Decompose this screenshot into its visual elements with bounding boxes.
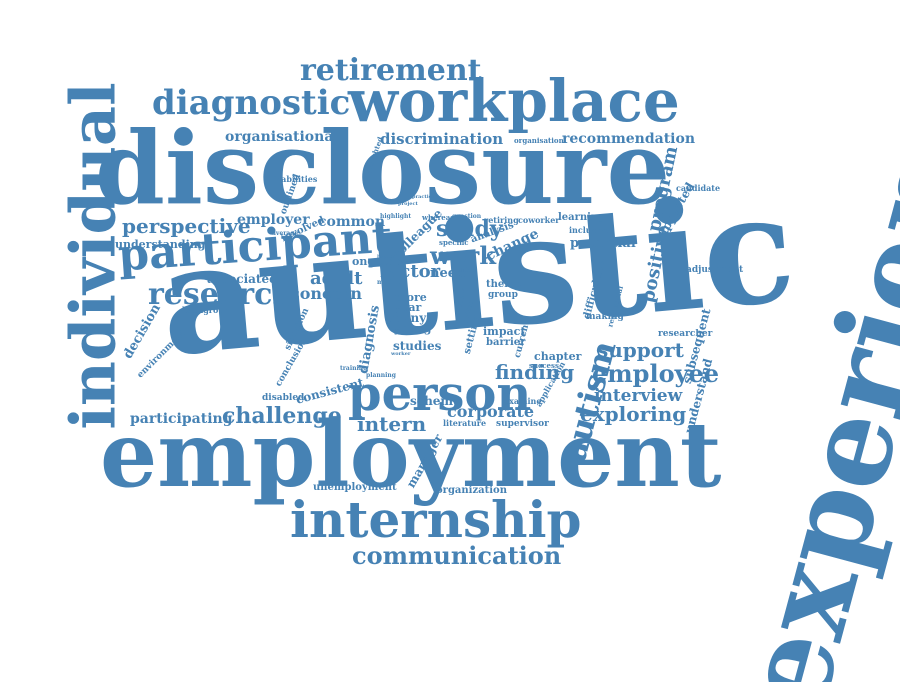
word-workplace: workplace xyxy=(348,67,680,135)
word-factor: factor xyxy=(380,261,441,282)
word-examine: examine xyxy=(504,396,542,406)
word-young: young xyxy=(394,322,432,335)
word-individual: individual xyxy=(56,82,130,430)
word-study: study xyxy=(436,216,503,242)
word-intern: intern xyxy=(357,412,427,436)
word-organisation: organisation xyxy=(514,136,564,145)
word-potential: potential xyxy=(570,236,636,251)
word-concern: concern xyxy=(290,284,363,303)
word-many: many xyxy=(390,311,427,325)
word-health: health xyxy=(377,254,395,260)
word-discrimination: discrimination xyxy=(380,130,504,148)
word-recommendation: recommendation xyxy=(562,131,696,147)
word-disabilities: disabilities xyxy=(268,174,318,184)
word-year: year xyxy=(395,301,422,314)
word-organisational: organisational xyxy=(225,129,339,145)
word-planning: planning xyxy=(366,372,396,379)
word-success: success xyxy=(529,361,559,370)
word-practice: practice xyxy=(412,194,435,200)
word-highlight: highlight xyxy=(380,213,412,220)
word-studies: studies xyxy=(393,339,442,353)
word-internship: internship xyxy=(290,490,582,549)
word-method: method xyxy=(377,279,403,286)
word-more: more xyxy=(395,291,427,304)
word-inclusive: inclusive xyxy=(569,225,609,235)
word-chapter: chapter xyxy=(534,350,582,363)
word-organization: organization xyxy=(436,485,507,496)
word-average: average xyxy=(272,230,299,237)
word-scheme: scheme xyxy=(410,394,461,408)
word-common: common xyxy=(318,214,386,230)
word-benefit: benefit xyxy=(398,259,418,265)
word-support: support xyxy=(597,338,684,362)
word-employment: employment xyxy=(100,402,722,508)
word-group: group xyxy=(488,290,518,300)
word-interview: interview xyxy=(594,386,683,406)
word-unemployment: unemployment xyxy=(313,482,397,493)
word-need: need xyxy=(430,266,466,281)
word-adult: adult xyxy=(310,268,363,289)
word-barrier: barrier xyxy=(486,337,526,348)
word-employer: employer xyxy=(237,212,310,228)
word-coworker: coworker xyxy=(518,215,560,225)
word-disabled: disabled xyxy=(262,393,305,403)
word-challenge: challenge xyxy=(222,403,342,429)
word-supervisor: supervisor xyxy=(496,419,549,429)
word-impact: impact xyxy=(483,325,526,338)
word-adjustment: adjustment xyxy=(686,265,744,275)
word-employee: employee xyxy=(592,359,720,388)
word-retirement: retirement xyxy=(300,53,482,88)
word-literature: literature xyxy=(443,418,487,428)
word-associated: associated xyxy=(207,272,278,286)
word-training: training xyxy=(340,365,368,372)
word-understanding: understanding xyxy=(115,238,206,251)
word-worker: worker xyxy=(391,351,411,357)
word-crisis: crisis xyxy=(458,267,477,274)
word-candidate: candidate xyxy=(676,183,721,193)
word-retiring: retiring xyxy=(484,215,519,225)
word-research: research xyxy=(148,277,295,312)
word-disclosure: disclosure xyxy=(95,109,671,227)
word-participating: participating xyxy=(130,411,233,427)
word-exploring: exploring xyxy=(580,402,687,426)
word-corporate: corporate xyxy=(447,402,535,421)
word-ongoing: ongoing xyxy=(352,255,403,268)
word-experience: experience xyxy=(713,0,900,682)
word-whereas: whereas xyxy=(422,213,455,222)
word-perspective: perspective xyxy=(122,214,251,238)
word-specific: specific xyxy=(439,238,469,247)
word-researcher: researcher xyxy=(658,329,713,339)
word-finding: finding xyxy=(495,360,575,384)
word-person: person xyxy=(348,366,532,422)
word-theme: theme xyxy=(486,279,522,290)
word-question: question xyxy=(452,213,482,220)
word-project: project xyxy=(398,201,418,207)
word-diagnostic: diagnostic xyxy=(152,83,351,123)
word-communication: communication xyxy=(352,541,562,570)
word-making: making xyxy=(586,312,624,322)
word-work: work xyxy=(430,241,496,270)
word-background: background xyxy=(182,305,236,315)
word-learning: learning xyxy=(558,212,606,223)
